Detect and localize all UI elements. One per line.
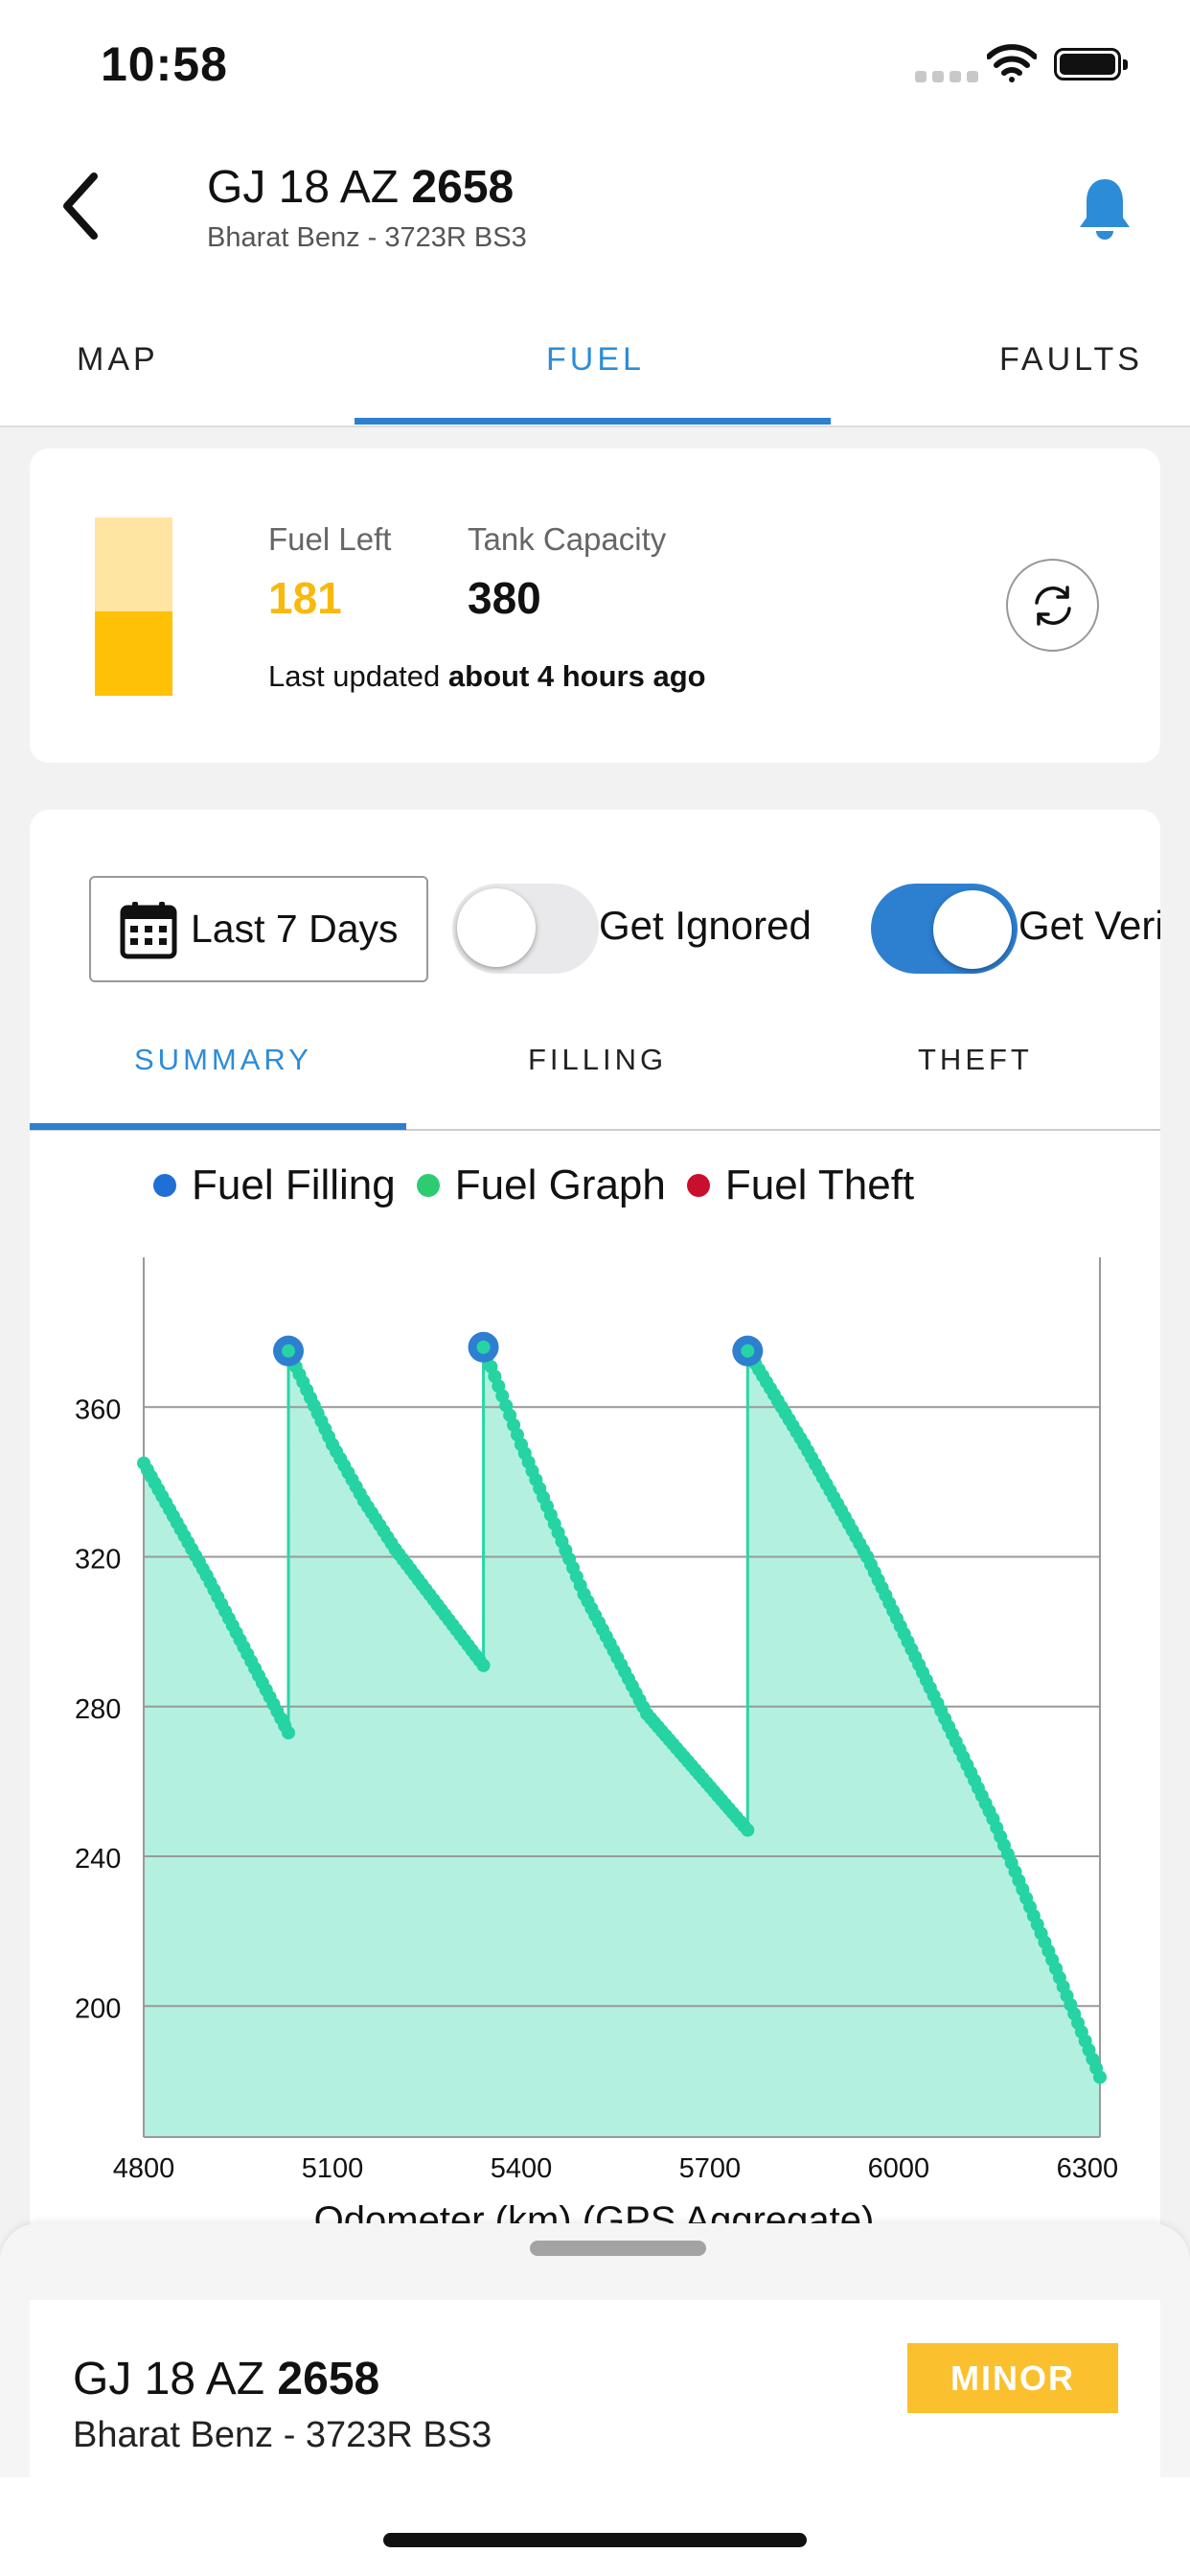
y-tick-label: 240: [75, 1844, 121, 1874]
ignored-toggle[interactable]: [452, 884, 599, 974]
legend-label: Fuel Graph: [454, 1162, 666, 1208]
bell-icon[interactable]: [1077, 175, 1133, 247]
tab-faults[interactable]: FAULTS: [999, 341, 1143, 378]
tank-capacity-label: Tank Capacity: [468, 521, 667, 557]
battery-icon: [1054, 48, 1128, 80]
chart-subtab-bar: [30, 1006, 1160, 1131]
wifi-icon: [986, 44, 1038, 87]
legend-item-fuel-graph: Fuel Graph: [416, 1162, 666, 1209]
x-tick-label: 4800: [113, 2153, 175, 2184]
home-indicator[interactable]: [383, 2533, 807, 2547]
verified-toggle-label: Get Veri: [1018, 903, 1160, 948]
sheet-vehicle-model: Bharat Benz - 3723R BS3: [73, 2415, 492, 2455]
verified-toggle[interactable]: [871, 884, 1018, 974]
calendar-icon: [120, 901, 177, 958]
tank-capacity-value: 380: [468, 573, 541, 623]
fuel-graph-area: [144, 1346, 1100, 2137]
fuel-graph-point: [741, 1823, 755, 1837]
fuel-summary-card: [30, 448, 1160, 763]
subtab-filling[interactable]: FILLING: [528, 1043, 668, 1076]
fuel-filling-point-inner: [476, 1340, 491, 1354]
fuel-filling-point-inner: [741, 1344, 755, 1358]
fuel-gauge-empty: [95, 518, 172, 611]
status-time: 10:58: [101, 37, 228, 91]
active-subtab-indicator: [30, 1123, 406, 1130]
fuel-left-value: 181: [268, 573, 342, 623]
y-tick-label: 280: [75, 1694, 121, 1725]
y-tick-label: 200: [75, 1993, 121, 2024]
last-updated: Last updated about 4 hours ago: [268, 659, 706, 693]
legend-label: Fuel Theft: [724, 1162, 915, 1208]
fuel-graph-point: [476, 1658, 491, 1672]
toggle-knob: [457, 888, 536, 967]
status-bar: [0, 0, 1190, 134]
back-arrow-icon[interactable]: [57, 171, 105, 246]
toggle-knob: [933, 890, 1012, 969]
vehicle-model: Bharat Benz - 3723R BS3: [207, 222, 527, 253]
fuel-graph-point: [1093, 2070, 1107, 2084]
refresh-icon: [1034, 585, 1071, 626]
legend-marker: [153, 1174, 176, 1197]
subtab-theft[interactable]: THEFT: [918, 1043, 1033, 1076]
sheet-grabber[interactable]: [530, 2241, 706, 2256]
refresh-button[interactable]: [1006, 559, 1099, 652]
cellular-signal-icon: [915, 71, 978, 82]
sheet-vehicle-plate: GJ 18 AZ 2658: [73, 2354, 380, 2404]
ignored-toggle-label: Get Ignored: [599, 903, 812, 948]
vehicle-plate: GJ 18 AZ 2658: [207, 162, 515, 213]
legend-item-fuel-theft: Fuel Theft: [686, 1162, 915, 1209]
fuel-graph-point: [282, 1726, 296, 1740]
legend-marker: [686, 1174, 710, 1197]
main-tab-bar: [0, 297, 1190, 427]
fuel-left-label: Fuel Left: [268, 521, 392, 557]
tab-map[interactable]: MAP: [77, 341, 159, 378]
app-header: [0, 134, 1190, 297]
x-tick-label: 6000: [868, 2153, 930, 2184]
x-tick-label: 6300: [1057, 2153, 1119, 2184]
chart-legend: Fuel Filling Fuel Graph Fuel Theft: [153, 1162, 935, 1209]
home-bar-area: [0, 2477, 1190, 2576]
legend-marker: [416, 1174, 440, 1197]
x-tick-label: 5700: [679, 2153, 742, 2184]
x-tick-label: 5100: [302, 2153, 364, 2184]
date-range-label: Last 7 Days: [191, 907, 399, 951]
tab-fuel[interactable]: FUEL: [546, 341, 645, 378]
date-range-button[interactable]: Last 7 Days: [89, 876, 428, 982]
active-tab-indicator: [355, 418, 831, 425]
y-tick-label: 320: [75, 1545, 121, 1576]
x-tick-label: 5400: [491, 2153, 553, 2184]
legend-label: Fuel Filling: [192, 1162, 396, 1208]
fuel-filling-point-inner: [282, 1344, 296, 1358]
severity-badge: MINOR: [907, 2343, 1118, 2413]
legend-item-fuel-filling: Fuel Filling: [153, 1162, 396, 1209]
fuel-gauge-fill: [95, 611, 172, 696]
y-tick-label: 360: [75, 1394, 121, 1425]
subtab-summary[interactable]: SUMMARY: [134, 1043, 312, 1076]
